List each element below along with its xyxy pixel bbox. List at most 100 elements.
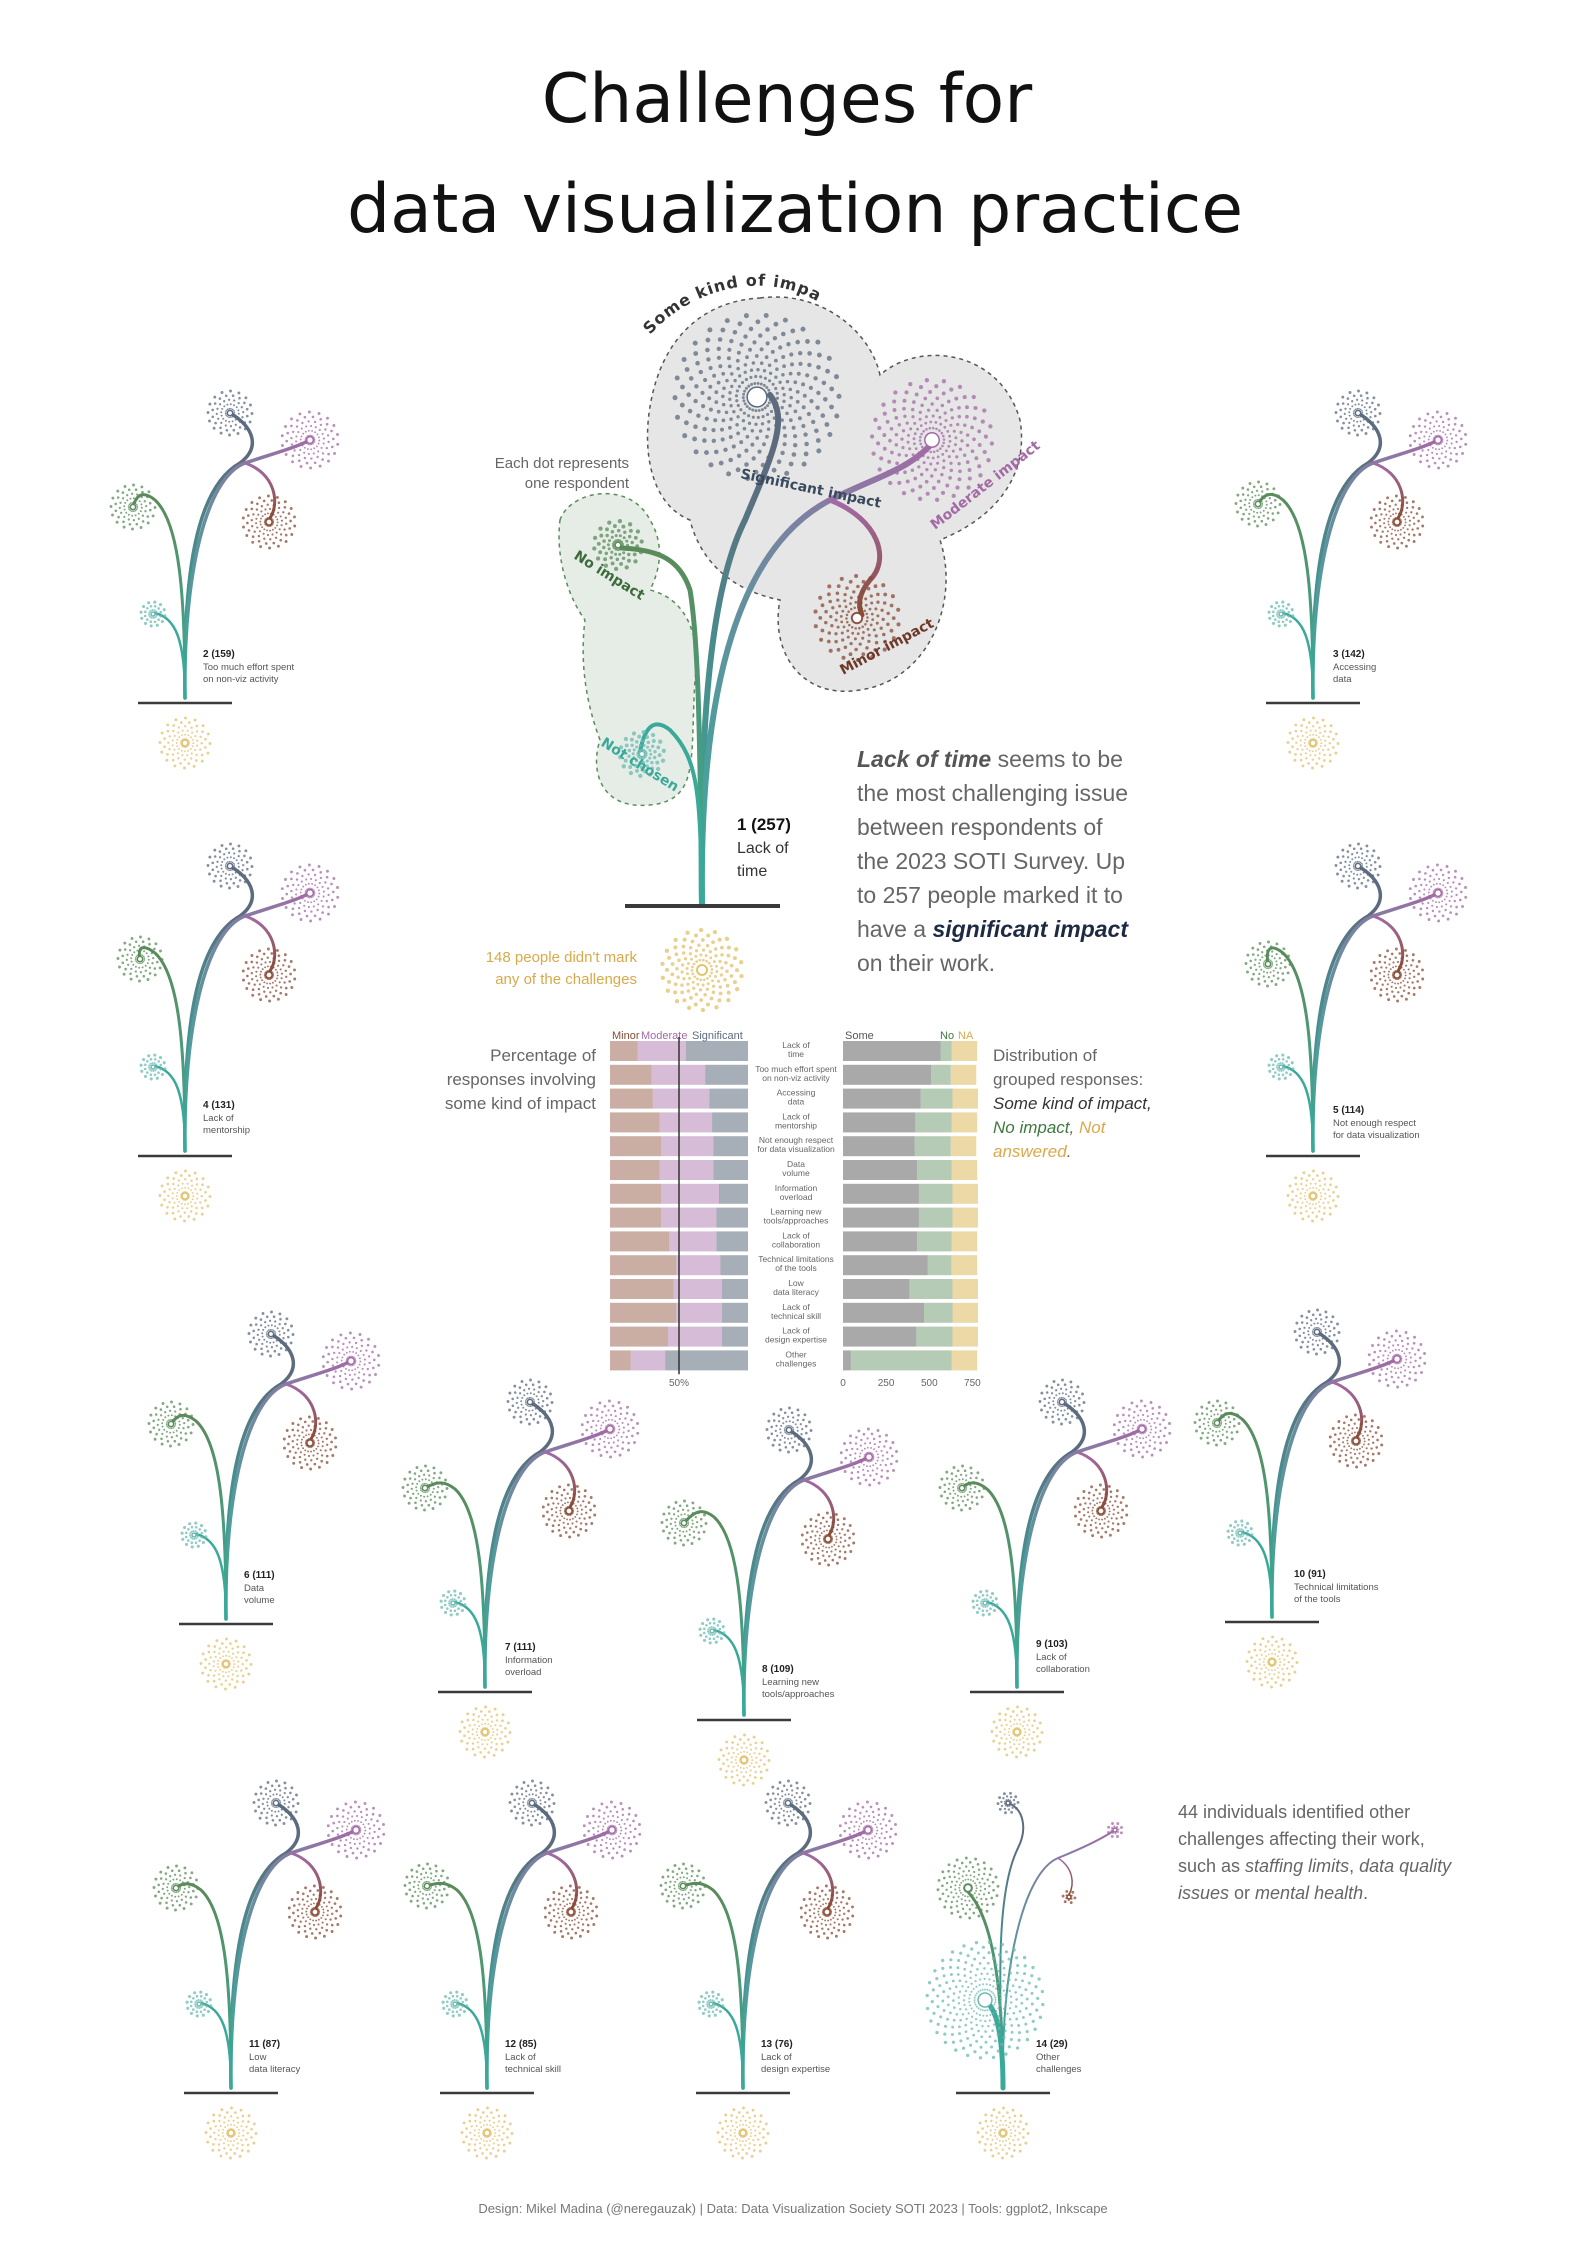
dist-bar-no bbox=[918, 1207, 953, 1228]
not-answered-flower bbox=[460, 2106, 514, 2160]
moderate-stem bbox=[229, 1828, 358, 2090]
intro-paragraph: Lack of time seems to be the most challe… bbox=[857, 746, 1129, 976]
dist-note-4b: , bbox=[1070, 1118, 1075, 1137]
not-answered-flower bbox=[458, 1705, 512, 1759]
bar-label: Low bbox=[788, 1278, 804, 1288]
significant-flower bbox=[1293, 1308, 1341, 1356]
bar-label: Technical limitations bbox=[758, 1254, 834, 1264]
plant-name-label: data bbox=[1333, 674, 1352, 685]
moderate-flower bbox=[321, 1331, 381, 1391]
minor-stem bbox=[284, 1382, 318, 1441]
dist-bar-na bbox=[952, 1207, 978, 1228]
dist-bar-no bbox=[909, 1279, 953, 1299]
pct-bar-moderate bbox=[673, 1279, 722, 1299]
bar-label: Lack of bbox=[782, 1040, 810, 1050]
dist-bar-na bbox=[952, 1326, 978, 1347]
moderate-stem bbox=[1015, 1427, 1144, 1689]
other-note-2: challenges affecting their work, bbox=[1178, 1829, 1425, 1849]
plant-rank-label: 4 (131) bbox=[203, 1100, 235, 1111]
not-answered-flower bbox=[199, 1637, 253, 1691]
dist-bar-na bbox=[952, 1183, 978, 1204]
pct-bar-minor bbox=[610, 1183, 662, 1204]
significant-flower bbox=[672, 312, 842, 482]
no-impact-flower bbox=[116, 935, 164, 983]
dist-legend-some: Some bbox=[845, 1030, 874, 1042]
dist-bar-some bbox=[843, 1279, 910, 1299]
plant-name-label: data literacy bbox=[249, 2064, 300, 2075]
plant-rank-label: 7 (111) bbox=[505, 1642, 536, 1653]
pct-bar-moderate bbox=[668, 1326, 722, 1347]
dist-note-4a: No impact bbox=[993, 1118, 1071, 1137]
plant-name-label: Data bbox=[244, 1583, 265, 1594]
dist-bar-na bbox=[951, 1160, 978, 1180]
dot-note-2: one respondent bbox=[525, 475, 630, 492]
not-chosen-flower bbox=[1267, 1053, 1295, 1081]
dist-bar-no bbox=[850, 1350, 952, 1371]
minor-stem bbox=[1057, 1857, 1073, 1896]
bar-label: tools/approaches bbox=[764, 1216, 829, 1226]
no-impact-flower bbox=[660, 1499, 708, 1547]
other-note-4a: issues bbox=[1178, 1883, 1229, 1903]
bar-label: Other bbox=[785, 1349, 806, 1359]
pct-bar-minor bbox=[610, 1279, 674, 1299]
intro-4: the 2023 SOTI Survey. Up bbox=[857, 848, 1125, 874]
minor-stem bbox=[1330, 1380, 1364, 1439]
not-chosen-flower bbox=[185, 1990, 213, 2018]
pct-bar-moderate bbox=[661, 1207, 717, 1228]
significant-flower bbox=[247, 1310, 295, 1358]
dist-bar-na bbox=[951, 1041, 978, 1061]
pct-bar-significant bbox=[716, 1231, 748, 1252]
bar-label: Lack of bbox=[782, 1230, 810, 1240]
not-chosen-flower bbox=[180, 1521, 208, 1549]
no-impact-flower bbox=[1193, 1399, 1241, 1447]
moderate-stem bbox=[483, 1427, 612, 1689]
moderate-flower bbox=[1112, 1399, 1172, 1459]
significant-flower bbox=[1334, 389, 1382, 437]
dist-bar-some bbox=[843, 1350, 851, 1371]
dot-note-1: Each dot represents bbox=[495, 455, 629, 472]
pct-bar-significant bbox=[720, 1255, 748, 1276]
moderate-flower bbox=[326, 1800, 386, 1860]
svg-text:No impact, Not: No impact, Not bbox=[993, 1118, 1107, 1137]
not-chosen-stem bbox=[153, 1064, 187, 1153]
dist-note-3: Some kind of impact, bbox=[993, 1094, 1152, 1113]
dist-note-4c: Not bbox=[1074, 1118, 1106, 1137]
moderate-stem bbox=[1311, 891, 1440, 1153]
not-answered-flower bbox=[716, 2106, 770, 2160]
no-impact-hull bbox=[558, 493, 697, 807]
na-note-1: 148 people didn't mark bbox=[486, 949, 638, 966]
pct-bar-moderate bbox=[676, 1302, 722, 1323]
dist-note-2: grouped responses: bbox=[993, 1070, 1143, 1089]
footer-credits: Design: Mikel Madina (@neregauzak) | Dat… bbox=[478, 2201, 1107, 2216]
svg-text:answered.: answered. bbox=[993, 1142, 1071, 1161]
dist-tick-500: 500 bbox=[921, 1378, 938, 1389]
dist-bar-some bbox=[843, 1302, 925, 1323]
moderate-stem bbox=[183, 438, 312, 700]
pct-bar-moderate bbox=[661, 1136, 714, 1157]
dist-tick-750: 750 bbox=[964, 1378, 981, 1389]
not-chosen-flower bbox=[439, 1589, 467, 1617]
no-impact-flower bbox=[109, 483, 157, 531]
dist-bar-no bbox=[924, 1302, 953, 1323]
pct-bar-significant bbox=[705, 1064, 748, 1085]
no-impact-flower bbox=[936, 1856, 1000, 1920]
dist-bar-no bbox=[927, 1255, 952, 1276]
not-answered-flower bbox=[660, 927, 744, 1013]
not-chosen-stem bbox=[985, 1600, 1019, 1689]
bar-label: Learning new bbox=[770, 1207, 822, 1217]
plant-name-label: collaboration bbox=[1036, 1664, 1090, 1675]
other-note-3b: staffing limits bbox=[1245, 1856, 1349, 1876]
plant-name-label: technical skill bbox=[505, 2064, 561, 2075]
not-chosen-stem bbox=[1281, 611, 1315, 700]
moderate-flower bbox=[869, 378, 995, 502]
other-note-3d: data quality bbox=[1359, 1856, 1452, 1876]
dist-bar-na bbox=[952, 1088, 978, 1109]
plant-name-label: volume bbox=[244, 1595, 275, 1606]
other-note-4c: mental health bbox=[1255, 1883, 1363, 1903]
pct-bar-moderate bbox=[659, 1112, 713, 1133]
